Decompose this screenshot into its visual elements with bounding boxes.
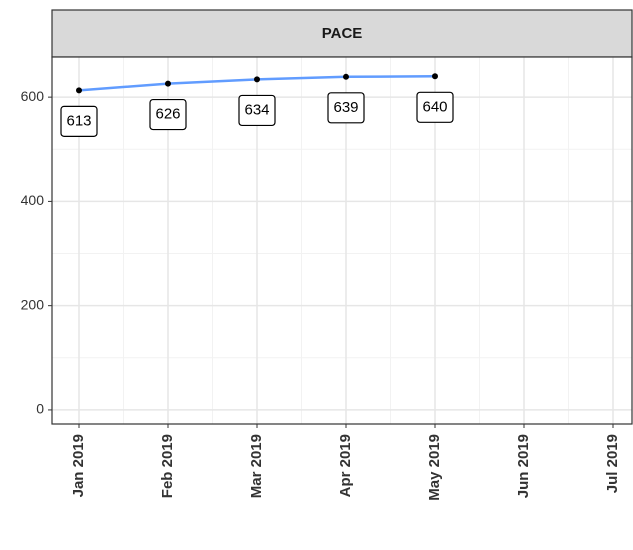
label-text: 640: [422, 98, 447, 115]
y-tick-label: 400: [21, 192, 45, 208]
x-tick-label: Jan 2019: [70, 434, 87, 497]
label-box: [327, 92, 365, 124]
label-box: [416, 91, 454, 123]
data-label: 626: [149, 98, 187, 131]
point: [343, 73, 349, 80]
x-tick-label: Jul 2019: [604, 434, 621, 493]
y-tick-label: 600: [21, 88, 45, 104]
label-box: [238, 94, 276, 127]
point: [254, 76, 260, 83]
data-label: 640: [416, 91, 454, 123]
label-box: [149, 98, 187, 131]
chart-title: PACE: [322, 25, 363, 42]
x-tick-label: Mar 2019: [248, 434, 265, 498]
y-tick-label: 200: [21, 296, 45, 312]
x-tick-label: May 2019: [426, 434, 443, 501]
point: [76, 87, 82, 94]
data-label: 634: [238, 94, 276, 127]
x-tick-label: Jun 2019: [515, 434, 532, 498]
data-label: 639: [327, 92, 365, 124]
label-box: [60, 105, 98, 137]
label-text: 613: [66, 112, 91, 129]
data-label: 613: [60, 105, 98, 137]
label-text: 634: [244, 101, 269, 118]
y-tick-label: 0: [36, 401, 44, 417]
label-text: 626: [155, 106, 180, 123]
label-text: 639: [333, 99, 358, 116]
point: [432, 73, 438, 80]
x-tick-label: Feb 2019: [159, 434, 176, 498]
facet-strip: [51, 9, 633, 58]
x-tick-label: Apr 2019: [337, 434, 354, 497]
point: [165, 80, 171, 87]
panel-border: [51, 56, 633, 425]
